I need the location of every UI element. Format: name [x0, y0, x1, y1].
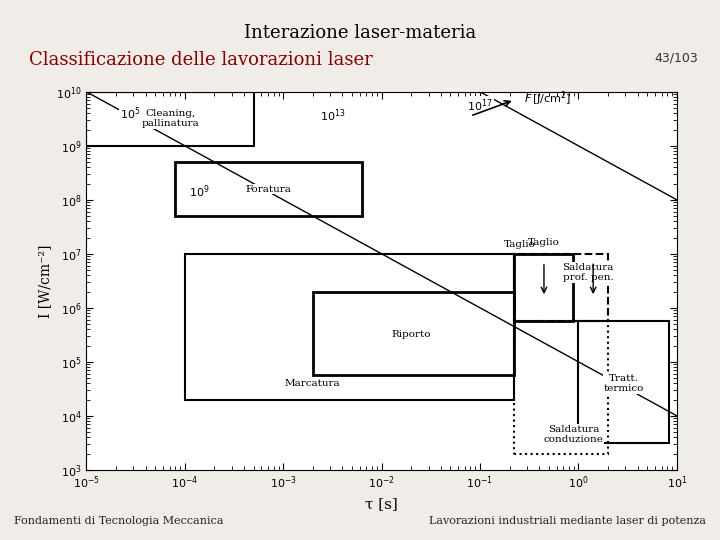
Text: $F\,[\mathrm{J/cm^2}]$: $F\,[\mathrm{J/cm^2}]$	[524, 89, 572, 107]
Text: Lavorazioni industriali mediante laser di potenza: Lavorazioni industriali mediante laser d…	[428, 516, 706, 526]
Bar	[514, 254, 608, 321]
Text: $10^5$: $10^5$	[120, 105, 141, 122]
X-axis label: τ [s]: τ [s]	[365, 497, 398, 511]
Text: Taglio: Taglio	[528, 238, 560, 247]
Bar	[312, 292, 514, 375]
Text: Taglio: Taglio	[503, 240, 535, 248]
Text: $10^{17}$: $10^{17}$	[467, 97, 492, 113]
Text: Interazione laser-materia: Interazione laser-materia	[244, 24, 476, 42]
Text: $10^{13}$: $10^{13}$	[320, 108, 345, 124]
Text: Saldatura
conduzione: Saldatura conduzione	[544, 425, 603, 444]
Text: Marcatura: Marcatura	[285, 379, 341, 388]
Bar	[578, 321, 669, 443]
Bar	[175, 162, 362, 216]
Text: Tratt.
termico: Tratt. termico	[603, 374, 644, 393]
Y-axis label: I [W/cm⁻²]: I [W/cm⁻²]	[37, 244, 52, 318]
Bar	[185, 254, 514, 400]
Text: Foratura: Foratura	[246, 185, 292, 193]
Text: Saldatura
prof. pen.: Saldatura prof. pen.	[562, 263, 614, 282]
Bar	[514, 254, 574, 321]
Text: Riporto: Riporto	[392, 330, 431, 339]
Text: Classificazione delle lavorazioni laser: Classificazione delle lavorazioni laser	[29, 51, 372, 69]
Text: 43/103: 43/103	[654, 51, 698, 64]
Text: Cleaning,
pallinatura: Cleaning, pallinatura	[141, 109, 199, 129]
Text: $10^9$: $10^9$	[189, 184, 210, 200]
Bar	[86, 92, 253, 146]
Text: Fondamenti di Tecnologia Meccanica: Fondamenti di Tecnologia Meccanica	[14, 516, 224, 526]
Bar	[514, 321, 608, 454]
